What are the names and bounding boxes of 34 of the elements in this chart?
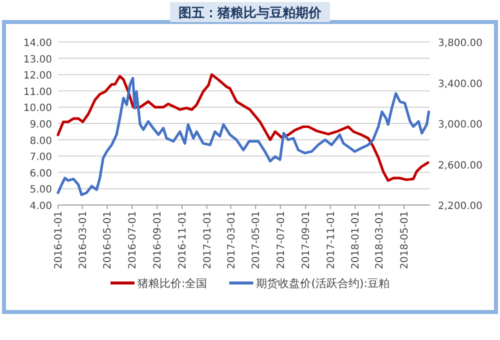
y2-tick-label: 3,400.00: [438, 78, 483, 90]
x-tick-label: 2018-03-01: [374, 211, 386, 270]
y-tick-label: 6.00: [30, 168, 52, 180]
x-tick-label: 2016-01-01: [54, 211, 64, 270]
y2-tick-label: 3,800.00: [438, 38, 483, 49]
y-tick-label: 11.00: [23, 86, 52, 98]
y-tick-label: 12.00: [23, 70, 52, 82]
y-tick-label: 5.00: [30, 184, 52, 196]
chart-title: 图五：猪粮比与豆粕期价: [178, 5, 322, 21]
x-tick-label: 2018-01-01: [350, 211, 362, 270]
x-tick-label: 2016-11-01: [178, 211, 188, 270]
legend-label: 期货收盘价(活跃合约):豆粕: [256, 277, 390, 290]
x-tick-label: 2018-05-01: [399, 211, 410, 270]
x-tick-label: 2017-11-01: [326, 211, 337, 270]
x-tick-label: 2016-05-01: [102, 211, 114, 270]
y2-tick-label: 2,200.00: [438, 201, 483, 212]
y-tick-label: 9.00: [30, 120, 52, 130]
y-tick-label: 13.00: [23, 54, 52, 66]
y-tick-label: 8.00: [30, 136, 52, 147]
x-tick-label: 2017-07-01: [276, 211, 287, 270]
x-tick-label: 2017-03-01: [226, 211, 238, 270]
x-tick-label: 2016-03-01: [78, 211, 89, 270]
x-tick-label: 2017-09-01: [301, 211, 312, 270]
y-tick-label: 14.00: [23, 38, 52, 49]
x-tick-label: 2016-09-01: [152, 211, 164, 270]
y2-tick-label: 3,000.00: [438, 120, 483, 130]
y-tick-label: 4.00: [30, 201, 52, 212]
y-tick-label: 7.00: [30, 152, 52, 164]
x-tick-label: 2017-05-01: [251, 211, 262, 270]
x-tick-label: 2017-01-01: [202, 211, 214, 270]
y-tick-label: 10.00: [23, 103, 52, 114]
x-tick-label: 2016-07-01: [127, 211, 138, 270]
y2-tick-label: 2,600.00: [438, 160, 483, 172]
legend-label: 猪粮比价:全国: [137, 277, 208, 290]
